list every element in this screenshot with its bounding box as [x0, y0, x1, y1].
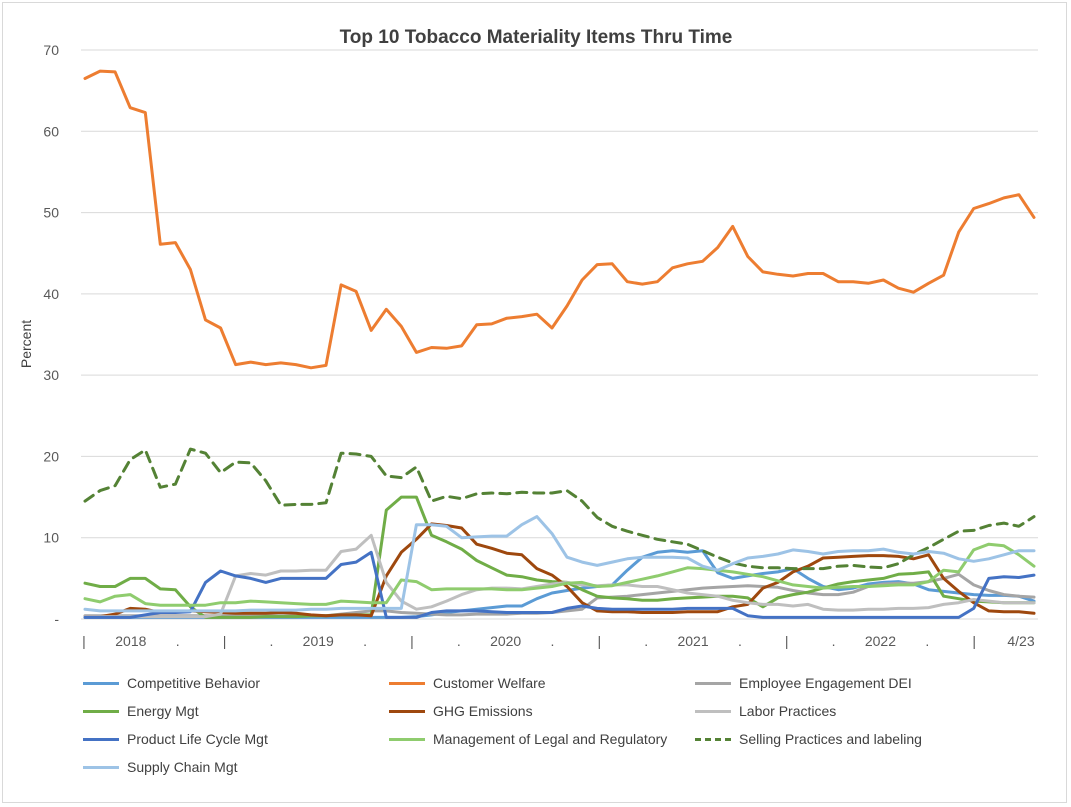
- x-tick-label: .: [644, 633, 648, 649]
- legend-item: GHG Emissions: [389, 699, 533, 723]
- y-tick-label: 70: [43, 42, 59, 58]
- legend-swatch: [695, 681, 731, 685]
- legend-item: Management of Legal and Regulatory: [389, 727, 667, 751]
- x-tick-label: 2021: [677, 633, 708, 649]
- series-line-product-life-cycle-mgt: [83, 550, 1036, 619]
- gridlines: [81, 49, 1038, 620]
- legend-label: Management of Legal and Regulatory: [433, 731, 668, 747]
- y-tick-label: 20: [43, 448, 59, 464]
- x-tick-label: 2020: [490, 633, 521, 649]
- legend-item: Employee Engagement DEI: [695, 671, 912, 695]
- x-tick-label: .: [363, 633, 367, 649]
- legend-swatch: [695, 737, 731, 741]
- legend-swatch: [695, 709, 731, 713]
- legend-swatch: [389, 737, 425, 741]
- legend-label: Employee Engagement DEI: [739, 675, 912, 691]
- legend-label: GHG Emissions: [433, 703, 533, 719]
- legend-swatch: [83, 737, 119, 741]
- legend-label: Customer Welfare: [433, 675, 546, 691]
- x-tick-label: .: [176, 633, 180, 649]
- legend-swatch: [389, 709, 425, 713]
- series-line-labor-practices: [83, 533, 1036, 619]
- y-tick-label: 60: [43, 123, 59, 139]
- legend-item: Competitive Behavior: [83, 671, 260, 695]
- y-axis-label: Percent: [18, 320, 34, 368]
- x-tick-label: |: [785, 633, 789, 649]
- legend-item: Product Life Cycle Mgt: [83, 727, 268, 751]
- x-tick-label: |: [972, 633, 976, 649]
- legend-swatch: [83, 681, 119, 685]
- x-tick-label: |: [598, 633, 602, 649]
- y-tick-label: 30: [43, 367, 59, 383]
- x-tick-label: |: [410, 633, 414, 649]
- legend-label: Labor Practices: [739, 703, 837, 719]
- series-line-management-of-legal-and-regulatory: [83, 542, 1036, 607]
- x-tick-label: 4/23: [1007, 633, 1034, 649]
- x-tick-label: .: [925, 633, 929, 649]
- legend-label: Energy Mgt: [127, 703, 199, 719]
- series-lines: [83, 69, 1036, 619]
- legend-swatch: [83, 709, 119, 713]
- x-tick-label: .: [269, 633, 273, 649]
- series-line-ghg-emissions: [83, 522, 1036, 619]
- x-tick-label: |: [223, 633, 227, 649]
- series-line-customer-welfare: [83, 69, 1036, 370]
- y-tick-label: -: [54, 611, 59, 627]
- legend-item: Selling Practices and labeling: [695, 727, 922, 751]
- x-tick-label: |: [82, 633, 86, 649]
- legend-label: Product Life Cycle Mgt: [127, 731, 268, 747]
- x-tick-label: 2022: [865, 633, 896, 649]
- legend-item: Supply Chain Mgt: [83, 755, 238, 779]
- legend-item: Labor Practices: [695, 699, 836, 723]
- x-tick-label: .: [457, 633, 461, 649]
- x-tick-label: .: [551, 633, 555, 649]
- legend-label: Selling Practices and labeling: [739, 731, 922, 747]
- series-line-selling-practices-and-labeling: [83, 447, 1036, 571]
- series-line-supply-chain-mgt: [83, 515, 1036, 613]
- y-tick-label: 40: [43, 286, 59, 302]
- x-tick-label: 2019: [303, 633, 334, 649]
- y-tick-label: 10: [43, 530, 59, 546]
- chart-title: Top 10 Tobacco Materiality Items Thru Ti…: [340, 27, 733, 48]
- y-axis-ticks: - 10 20 30 40 50 60 70: [43, 42, 59, 627]
- legend-label: Competitive Behavior: [127, 675, 261, 691]
- x-tick-label: 2018: [115, 633, 146, 649]
- legend-swatch: [83, 765, 119, 769]
- legend-label: Supply Chain Mgt: [127, 759, 238, 775]
- legend-swatch: [389, 681, 425, 685]
- x-tick-label: .: [738, 633, 742, 649]
- y-tick-label: 50: [43, 205, 59, 221]
- x-axis-ticks: | 2018. |. 2019. |. 2020. |. 2021. |. 2022. | 4/23: [82, 633, 1035, 649]
- x-tick-label: .: [832, 633, 836, 649]
- line-chart: Top 10 Tobacco Materiality Items Thru Ti…: [18, 27, 1038, 649]
- legend-item: Customer Welfare: [389, 671, 546, 695]
- legend-item: Energy Mgt: [83, 699, 199, 723]
